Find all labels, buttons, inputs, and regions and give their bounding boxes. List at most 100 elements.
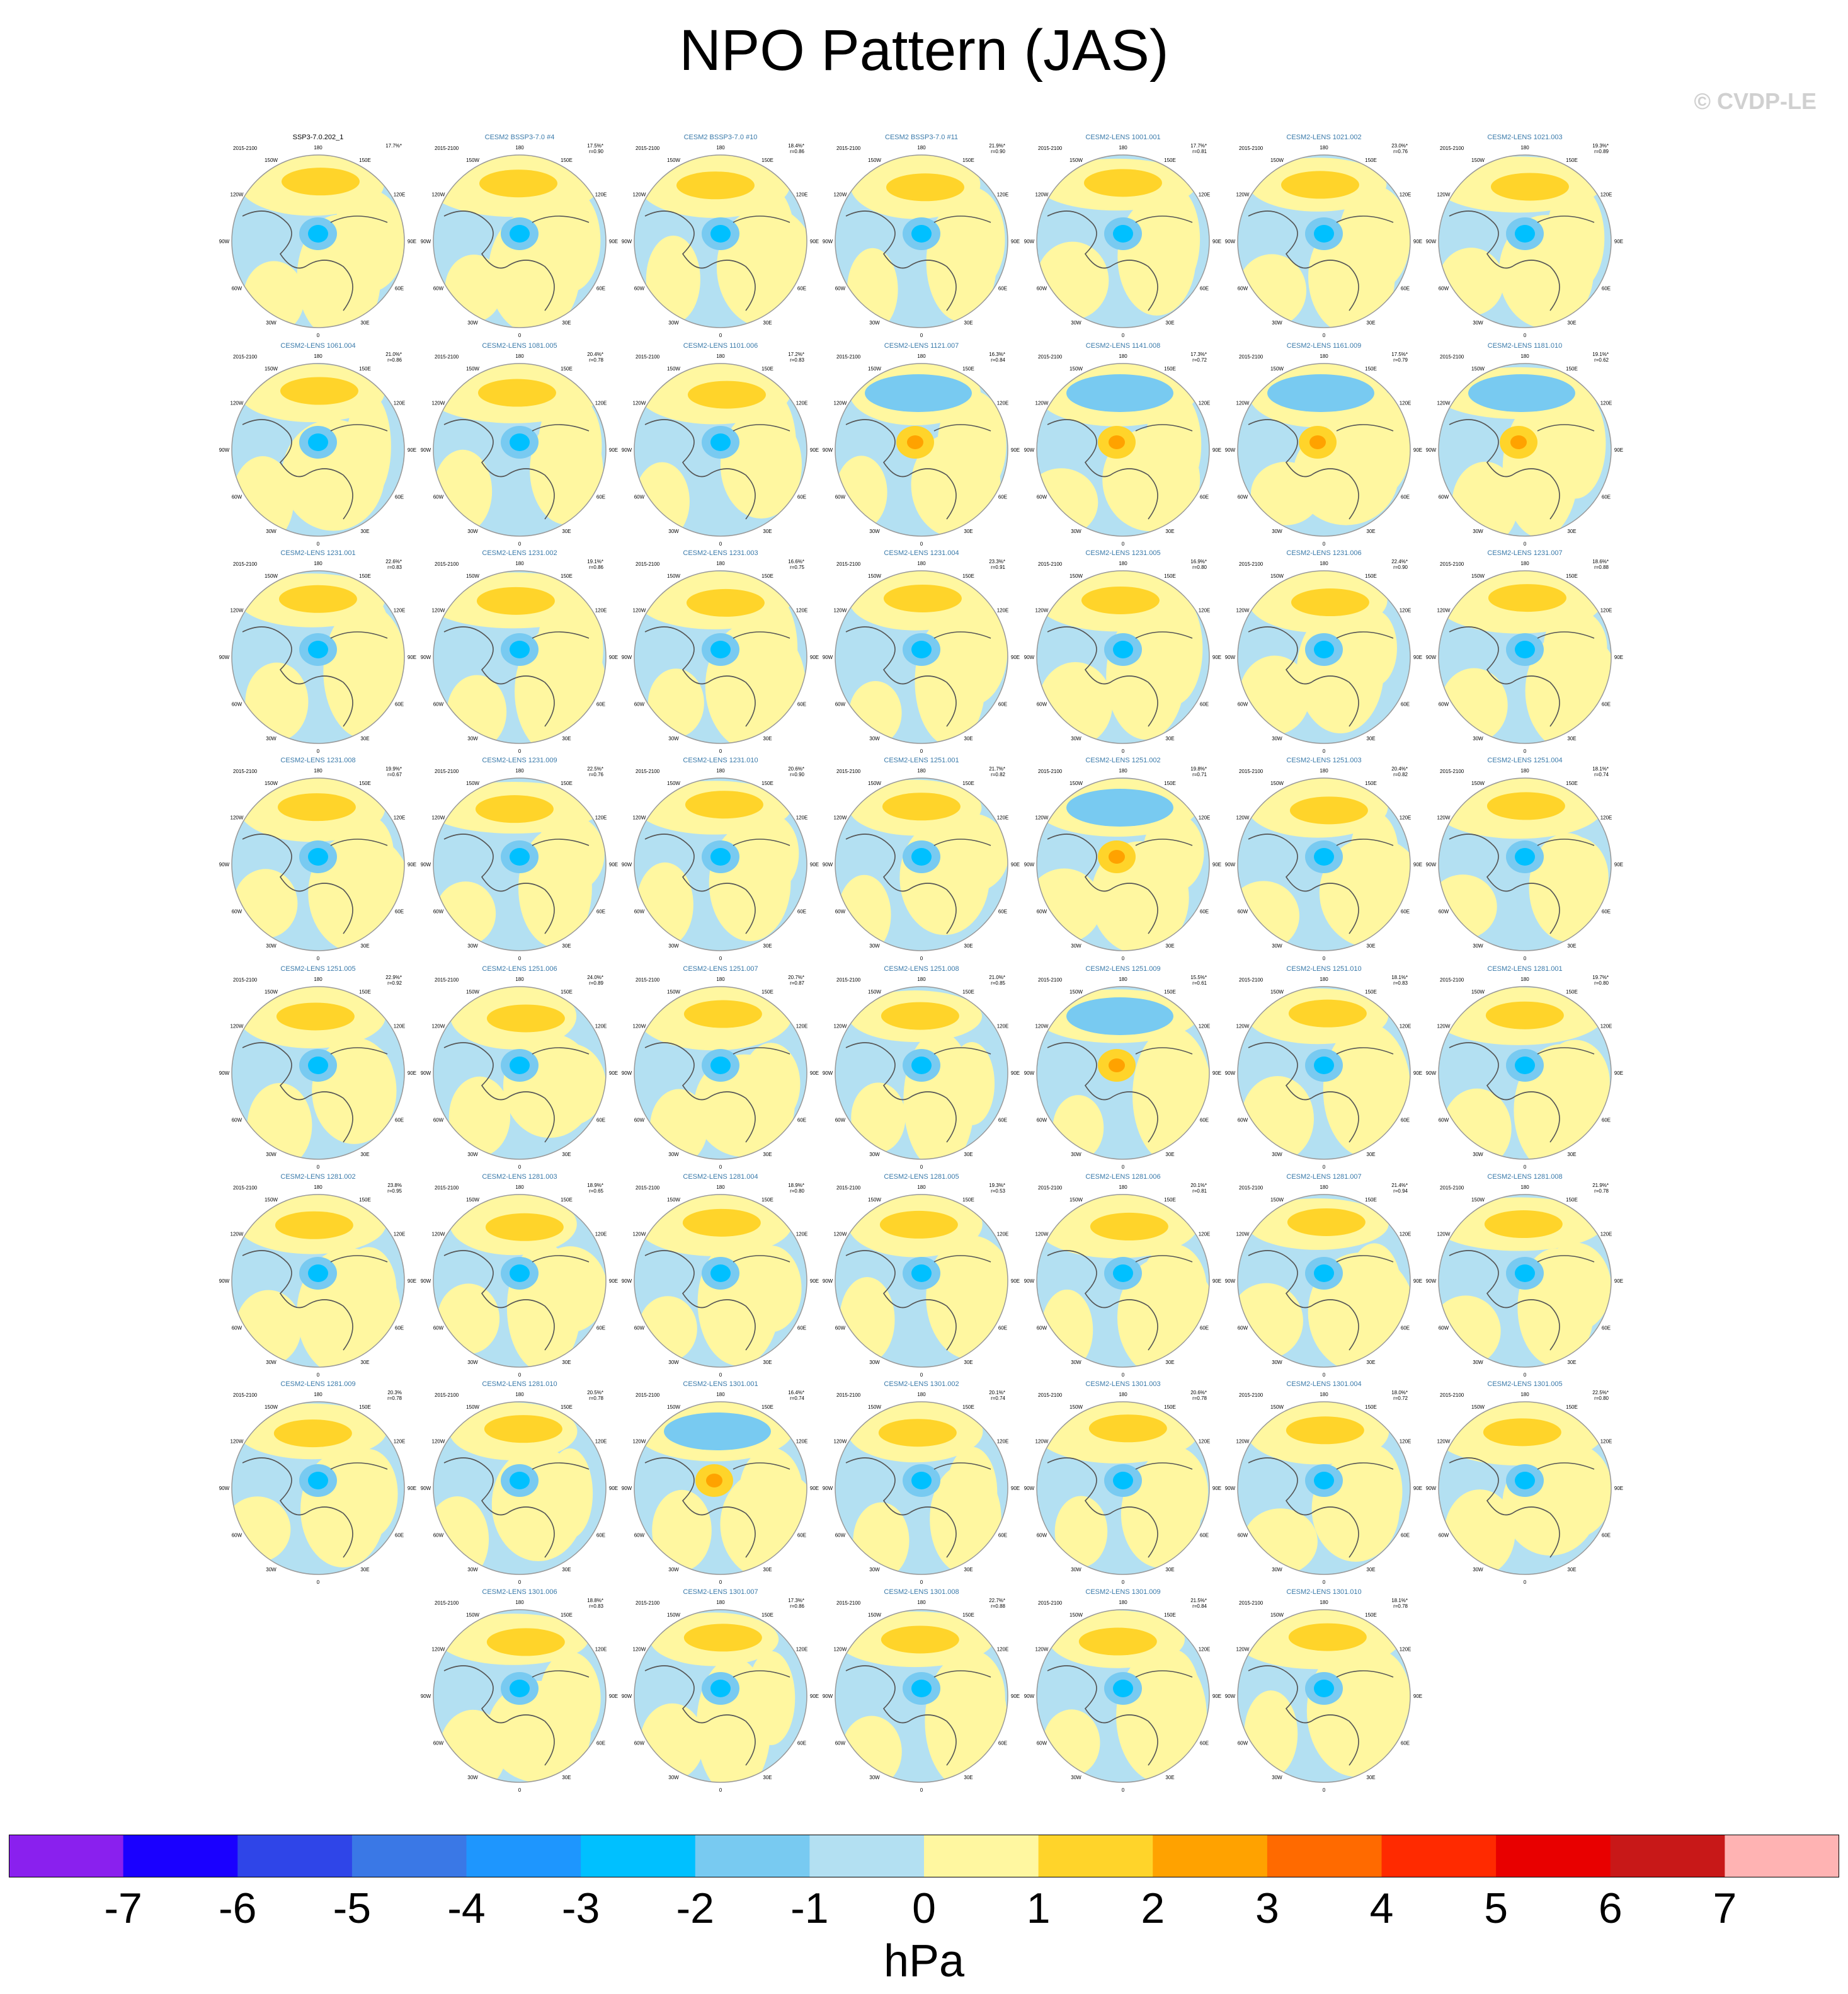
colorbar-tick-label: -5	[333, 1884, 372, 1932]
positive-anomaly	[1239, 655, 1310, 735]
longitude-label: 30E	[763, 320, 772, 326]
panel-period: 2015-2100	[836, 354, 861, 360]
longitude-label: 30W	[668, 1152, 679, 1157]
coastline	[443, 834, 590, 934]
longitude-label: 90W	[1426, 1070, 1437, 1076]
map-boundary	[835, 1401, 1008, 1575]
longitude-label: 60W	[1238, 1741, 1248, 1746]
map-boundary	[1438, 1401, 1612, 1575]
panel-pattern-correlation: r=0.91	[991, 564, 1005, 570]
longitude-label: 120W	[1236, 1439, 1250, 1445]
positive-anomaly	[533, 1246, 606, 1332]
longitude-label: 90E	[810, 862, 819, 868]
panel-pct-variance: 19.3%*	[989, 1183, 1005, 1188]
longitude-label: 150E	[1566, 989, 1578, 995]
longitude-label: 30W	[668, 1775, 679, 1780]
map-boundary	[1036, 363, 1210, 537]
longitude-label: 0	[1323, 1372, 1326, 1378]
longitude-label: 30W	[1473, 1360, 1483, 1365]
longitude-label: 30E	[964, 1567, 972, 1573]
positive-anomaly	[1439, 874, 1497, 939]
positive-anomaly	[1052, 1095, 1104, 1159]
longitude-label: 90E	[1212, 447, 1221, 453]
longitude-label: 60E	[797, 286, 806, 292]
panel-title: CESM2-LENS 1251.004	[1487, 757, 1562, 764]
longitude-label: 180	[1520, 768, 1529, 774]
panel-pattern-correlation: r=0.80	[1192, 564, 1207, 570]
longitude-label: 60W	[1439, 286, 1449, 292]
longitude-label: 150W	[466, 1197, 479, 1203]
longitude-label: 90E	[1614, 1278, 1623, 1284]
longitude-label: 30E	[1366, 943, 1375, 949]
negative-anomaly-core	[710, 1264, 731, 1282]
longitude-label: 30W	[467, 1567, 478, 1573]
longitude-label: 150W	[265, 1404, 278, 1410]
longitude-label: 60E	[797, 1326, 806, 1331]
longitude-label: 0	[518, 1787, 522, 1793]
negative-anomaly-core	[510, 848, 530, 866]
positive-anomaly	[1037, 468, 1098, 536]
longitude-label: 180	[917, 145, 926, 151]
panel-pct-variance: 18.0%*	[1391, 1390, 1408, 1395]
panel-pct-variance: 21.5%*	[1190, 1598, 1207, 1603]
longitude-label: 180	[1520, 353, 1529, 359]
panel-pattern-correlation: r=0.86	[387, 357, 402, 363]
map-boundary	[433, 363, 607, 537]
longitude-label: 30E	[964, 1360, 972, 1365]
panel-period: 2015-2100	[435, 354, 459, 360]
longitude-label: 120E	[997, 608, 1009, 614]
colorbar-swatch	[1381, 1835, 1497, 1877]
panel-period: 2015-2100	[636, 1600, 660, 1606]
longitude-label: 120E	[1199, 608, 1211, 614]
longitude-label: 90W	[421, 447, 431, 453]
positive-anomaly-peak	[1109, 850, 1125, 864]
positive-anomaly-core	[1488, 584, 1566, 612]
negative-anomaly-core	[1113, 1472, 1133, 1489]
longitude-label: 30W	[266, 1152, 277, 1157]
map-panel: 180 150E 120E 90E 60E 30E 0 30W 60W 90W 120W 150W CE…	[1024, 1588, 1221, 1793]
longitude-label: 90W	[1426, 239, 1437, 244]
negative-anomaly-core	[1515, 1472, 1535, 1489]
map-panel: 180 150E 120E 90E 60E 30E 0 30W 60W 90W 120W 150W CE…	[1225, 549, 1422, 754]
longitude-label: 30E	[562, 320, 571, 326]
coastline	[242, 834, 388, 934]
panel-pattern-correlation: r=0.72	[1192, 357, 1207, 363]
longitude-label: 30W	[668, 1567, 679, 1573]
longitude-label: 180	[1119, 1184, 1127, 1190]
longitude-label: 60E	[1200, 1741, 1209, 1746]
longitude-label: 30E	[562, 943, 571, 949]
longitude-label: 150W	[868, 573, 881, 579]
map-boundary	[433, 777, 607, 951]
positive-anomaly	[547, 1448, 593, 1538]
positive-anomaly	[1542, 836, 1609, 917]
longitude-label: 120E	[796, 608, 808, 614]
map-panel: 180 150E 120E 90E 60E 30E 0 30W 60W 90W 120W 150W CE…	[622, 134, 819, 338]
longitude-label: 120W	[231, 192, 244, 198]
panel-title: CESM2-LENS 1301.003	[1085, 1380, 1160, 1388]
positive-anomaly-core	[1490, 173, 1569, 201]
longitude-label: 150W	[265, 573, 278, 579]
longitude-label: 60E	[1200, 495, 1209, 500]
longitude-label: 30W	[467, 1775, 478, 1780]
longitude-label: 60W	[634, 1326, 645, 1331]
panel-pct-variance: 18.1%*	[1592, 766, 1609, 772]
positive-anomaly	[433, 449, 493, 533]
panel-title: CESM2-LENS 1301.010	[1286, 1588, 1361, 1596]
longitude-label: 90W	[1426, 1278, 1437, 1284]
positive-anomaly-core	[1485, 1001, 1564, 1029]
longitude-label: 120W	[1035, 608, 1049, 614]
longitude-label: 60E	[1602, 1326, 1611, 1331]
colorbar-swatch	[1725, 1835, 1839, 1877]
map-boundary	[1036, 1194, 1210, 1368]
negative-anomaly-core	[1314, 848, 1334, 866]
map-panel: 180 150E 120E 90E 60E 30E 0 30W 60W 90W 120W 150W CE…	[219, 965, 416, 1170]
map-boundary	[634, 570, 807, 744]
longitude-label: 60E	[1602, 1533, 1611, 1538]
panel-period: 2015-2100	[1239, 1392, 1263, 1398]
longitude-label: 120E	[595, 608, 607, 614]
longitude-label: 120E	[997, 1439, 1009, 1445]
longitude-label: 30W	[1473, 943, 1483, 949]
positive-anomaly	[1346, 1445, 1403, 1538]
longitude-label: 120W	[633, 608, 646, 614]
colorbar-tick-label: 5	[1484, 1884, 1509, 1932]
